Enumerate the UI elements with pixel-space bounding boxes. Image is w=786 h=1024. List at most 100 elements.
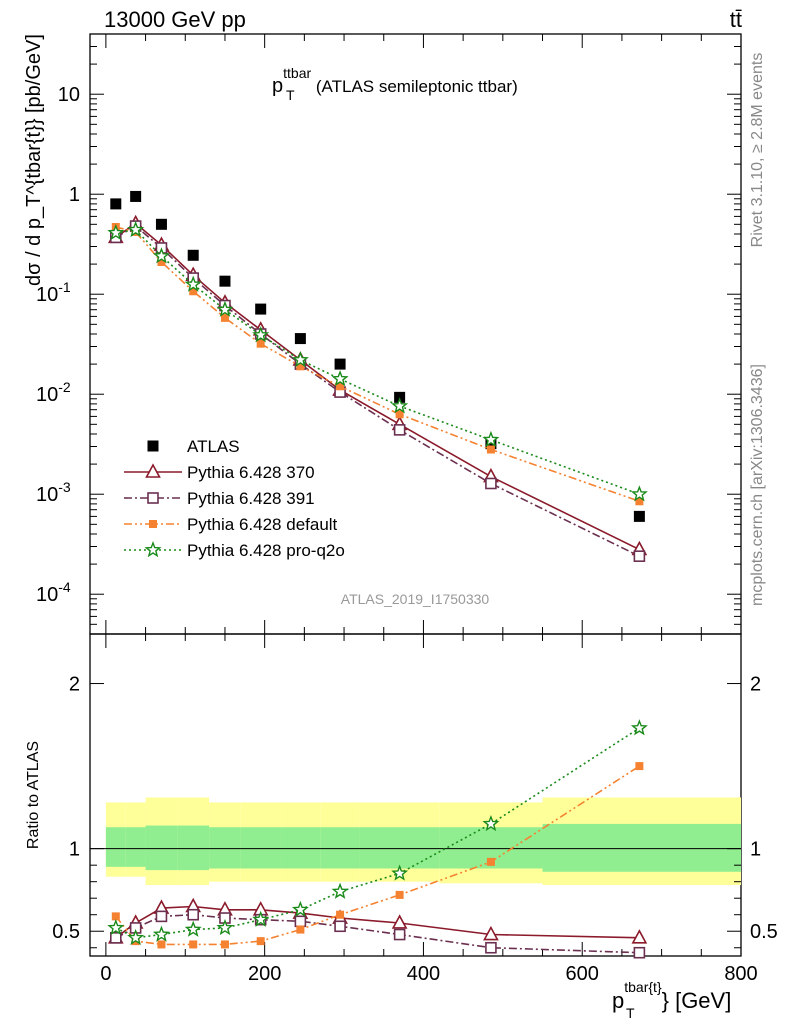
ratio-y-tick-label-right: 2: [750, 674, 761, 696]
legend: ATLAS Pythia 6.428 370 Pythia 6.428 391 Pyt…: [124, 437, 345, 560]
x-axis-label-rest: } [GeV]: [662, 988, 732, 1013]
x-tick-label: 800: [724, 963, 757, 985]
main-data-point: [155, 218, 167, 230]
y-tick-label: 10-4: [36, 579, 71, 606]
x-tick-label: 200: [248, 963, 281, 985]
ratio-data-point: [152, 925, 170, 942]
main-data-point: [216, 300, 234, 317]
stat-band-bin: [105, 827, 126, 867]
stat-band-bin: [209, 827, 241, 869]
main-data-point: [219, 275, 231, 287]
main-data-point: [291, 351, 309, 368]
ratio-data-point: [485, 941, 497, 954]
legend-marker: [144, 541, 162, 558]
stat-band-bin: [240, 827, 281, 869]
main-data-point: [391, 397, 409, 414]
ratio-data-point: [336, 910, 345, 919]
main-data-point: [184, 275, 202, 292]
ratio-data-point: [187, 908, 200, 921]
main-data-point: [294, 333, 306, 345]
ratio-data-point: [256, 937, 265, 946]
process-label: tt̄: [730, 7, 742, 32]
main-data-point: [296, 362, 305, 371]
main-data-point: [152, 247, 170, 264]
ratio-data-point: [220, 940, 229, 949]
stat-band-bin: [359, 827, 440, 869]
ratio-data-point: [635, 762, 644, 771]
main-data-point: [331, 370, 349, 387]
legend-entry: Pythia 6.428 370: [124, 463, 315, 482]
ratio-data-point: [157, 940, 166, 949]
ratio-data-point: [483, 925, 499, 941]
ratio-data-point: [110, 932, 122, 944]
energy-label: 13000 GeV pp: [104, 7, 246, 32]
main-data-point: [130, 190, 142, 202]
main-data-point: [256, 339, 265, 348]
stat-band-bin: [542, 823, 741, 872]
legend-label: Pythia 6.428 default: [187, 515, 338, 534]
main-data-point: [395, 410, 404, 419]
main-data-point: [189, 287, 198, 296]
ratio-y-tick-label-right: 0.5: [750, 921, 778, 943]
ratio-series-0: [107, 897, 648, 944]
series: [107, 190, 648, 959]
legend-marker: [145, 463, 161, 478]
ratio-series-3: [107, 719, 648, 946]
main-data-point: [635, 497, 644, 506]
ratio-series-line: [115, 765, 640, 946]
ratio-data-point: [395, 890, 404, 899]
legend-label: Pythia 6.428 370: [187, 463, 315, 482]
ratio-data-point: [334, 920, 346, 933]
ratio-y-tick-label: 2: [69, 674, 80, 696]
ratio-data-point: [127, 928, 145, 946]
ratio-data-point: [391, 914, 408, 929]
uncertainty-bands: [105, 797, 741, 885]
main-series-line: [115, 226, 640, 503]
main-series-4: [107, 220, 648, 502]
ratio-data-point: [631, 929, 648, 944]
main-data-point: [157, 257, 166, 266]
main-data-point: [127, 220, 145, 238]
stat-band-bin: [177, 825, 210, 871]
x-tick-label: 0: [100, 963, 111, 985]
y-tick-label: 10-2: [36, 379, 71, 406]
main-title-p: p: [272, 75, 283, 97]
main-data-point: [633, 510, 645, 522]
main-data-point: [630, 485, 648, 502]
ratio-data-point: [189, 940, 198, 949]
main-data-point: [486, 445, 495, 454]
ratio-data-point: [155, 910, 168, 923]
x-axis-label: ptbar{t}} [GeV]: [612, 979, 731, 1013]
ratio-data-point: [252, 910, 270, 927]
x-axis-label-p: p: [612, 988, 624, 1013]
ratio-data-point: [391, 864, 409, 881]
main-title-rest: (ATLAS semileptonic ttbar): [311, 77, 518, 96]
ratio-y-tick-label: 0.5: [52, 921, 80, 943]
y-tick-label: 10-1: [36, 279, 71, 306]
legend-entry: Pythia 6.428 391: [124, 489, 315, 508]
y-tick-label: 10: [58, 84, 80, 106]
x-tick-label: 600: [566, 963, 599, 985]
ratio-y-tick-label-right: 1: [750, 839, 761, 861]
main-data-point: [220, 313, 229, 322]
rivet-version-label: Rivet 3.1.10, ≥ 2.8M events: [749, 53, 766, 248]
ratio-data-point: [393, 928, 406, 941]
ratio-data-point: [107, 918, 125, 936]
main-data-point: [485, 477, 497, 490]
main-data-point: [482, 430, 500, 448]
y-tick-label: 1: [69, 184, 80, 206]
x-axis-label-sub: T: [626, 1005, 635, 1021]
main-title: pttbar (ATLAS semileptonic ttbar): [272, 65, 518, 97]
main-data-point: [187, 249, 199, 261]
legend-label: Pythia 6.428 pro-q2o: [187, 541, 345, 560]
main-data-point: [255, 303, 267, 315]
axis-ticks: 10 1 10-1 10-2 10-3 10-4 0 200 400 600 800 0.5 0.5 1 1…: [36, 33, 778, 985]
ratio-y-axis-label: Ratio to ATLAS: [25, 741, 42, 849]
ratio-data-point: [184, 920, 202, 937]
ratio-y-tick-label: 1: [69, 839, 80, 861]
ratio-data-point: [331, 882, 349, 899]
ratio-plot-frame: [89, 633, 742, 957]
main-data-point: [393, 424, 406, 436]
ratio-data-point: [291, 900, 309, 918]
